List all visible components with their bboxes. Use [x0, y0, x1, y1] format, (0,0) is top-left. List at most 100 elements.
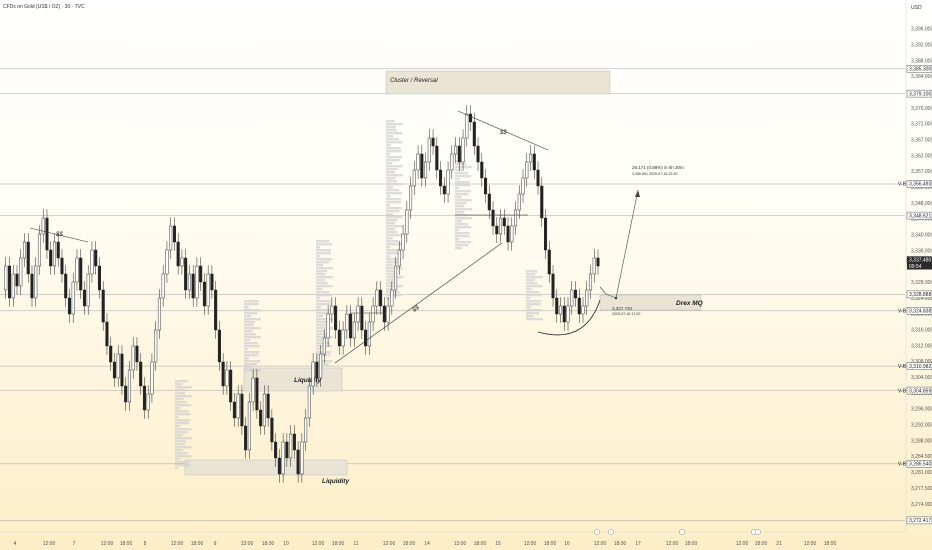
volume-profile-bar — [244, 354, 259, 357]
volume-profile-bar — [386, 192, 403, 195]
volume-profile-bar — [316, 267, 333, 270]
x-tick-label: 12:00 — [101, 541, 114, 547]
candle-body — [15, 273, 19, 287]
volume-profile-bar — [316, 297, 320, 300]
y-tick-label: 3,384.000 — [911, 74, 932, 80]
x-tick-label: 18:00 — [120, 541, 133, 547]
event-icon-2 — [608, 529, 614, 535]
volume-profile-bar — [244, 369, 261, 372]
candle-body — [592, 257, 596, 275]
y-tick-label: 3,336.000 — [911, 248, 932, 254]
candle-body — [97, 265, 101, 291]
candle-body — [521, 177, 525, 195]
x-tick-label: 12:00 — [383, 541, 396, 547]
volume-profile-bar — [526, 276, 543, 279]
candle-body — [82, 289, 86, 307]
candle-body — [262, 393, 266, 427]
volume-profile-bar — [175, 410, 189, 413]
liquidity-box-upper[interactable] — [243, 367, 343, 392]
trendline-left[interactable] — [29, 227, 89, 243]
volume-profile-bar — [316, 324, 326, 327]
volume-profile-bar — [175, 401, 188, 404]
price-tag-label: 3,310.982 — [909, 364, 931, 370]
volume-profile-bar — [316, 288, 323, 291]
price-axis[interactable]: 3,396.000 3,392.000 3,388.000 3,384.0003,38… — [911, 27, 932, 524]
volume-profile-bar — [455, 211, 465, 214]
reaction-arc[interactable] — [537, 299, 601, 336]
volume-profile-bar — [386, 204, 391, 207]
volume-profile-bar — [455, 226, 472, 229]
volume-profile-bar — [386, 135, 394, 138]
x-tick-label: 8 — [144, 541, 147, 547]
volume-profile-bar — [175, 380, 188, 383]
y-tick-label: 3,281.000 — [911, 470, 932, 476]
candle-body — [255, 377, 259, 411]
volume-profile-bar — [316, 273, 326, 276]
volume-profile-bar — [316, 357, 321, 360]
trendline-top[interactable] — [457, 110, 549, 151]
volume-profile-bar — [316, 321, 328, 324]
candle-body — [176, 241, 180, 267]
volume-profile-bar — [316, 258, 333, 261]
volume-profile-bar — [386, 255, 391, 258]
candle-body — [465, 113, 469, 139]
volume-profile-bar — [386, 240, 400, 243]
candle-body — [596, 257, 600, 267]
candle-body — [540, 185, 544, 219]
drex-mq-box[interactable] — [599, 294, 702, 311]
volume-profile-bar — [244, 312, 258, 315]
candlestick-series[interactable] — [4, 105, 600, 483]
x-tick-label: 12:00 — [43, 541, 56, 547]
candle-body — [311, 361, 315, 387]
volume-profile-bar — [386, 213, 393, 216]
candle-body — [101, 289, 105, 323]
volume-profile-bar — [386, 270, 398, 273]
event-markers[interactable] — [594, 529, 761, 535]
volume-profile-bar — [526, 294, 542, 297]
volume-profile-bar — [386, 132, 403, 135]
candle-body — [266, 393, 270, 419]
price-tag-label: 3,286.540 — [909, 462, 931, 468]
cluster-reversal-box[interactable] — [385, 70, 611, 95]
candle-body — [225, 369, 229, 387]
volume-profile-bar — [316, 270, 328, 273]
volume-profile-bar — [386, 228, 396, 231]
candle-body — [401, 233, 405, 251]
candle-body — [199, 265, 203, 283]
volume-profile-bar — [386, 243, 403, 246]
cluster-reversal-label: Cluster / Reversal — [390, 78, 438, 84]
volume-profile-bar — [386, 264, 394, 267]
liquidity-box-lower[interactable] — [184, 459, 348, 476]
volume-profile-bar — [244, 303, 259, 306]
x-tick-label: 12:00 — [666, 541, 679, 547]
volume-profile-bar — [386, 210, 400, 213]
candle-body — [191, 273, 195, 299]
volume-profile-bar — [526, 303, 541, 306]
volume-profile-bar — [386, 126, 396, 129]
candle-body — [330, 305, 334, 315]
volume-profile-bar — [455, 229, 460, 232]
volume-profile-bar — [316, 300, 332, 303]
candle-body — [139, 361, 143, 387]
price-tag-box — [906, 89, 932, 98]
volume-profile-bar — [455, 223, 469, 226]
price-tag-sub-label: 09:54 — [909, 264, 922, 270]
x-tick-label: 18:00 — [403, 541, 416, 547]
candle-body — [480, 161, 484, 179]
volume-profile-bar — [244, 321, 256, 324]
volume-profile-bar — [316, 285, 333, 288]
trendline-rising[interactable] — [334, 242, 503, 364]
candle-body — [22, 241, 27, 259]
volume-profile-bar — [455, 172, 469, 175]
candle-body — [495, 225, 499, 235]
projection-path[interactable] — [599, 189, 639, 299]
volume-profile-bar — [386, 147, 401, 150]
time-axis[interactable]: 4 12:00 7 12:00 18:00 8 12:00 18:00 9 12:00 18:00 1… — [14, 541, 837, 547]
candle-body — [45, 217, 49, 251]
volume-profile-bar — [175, 389, 186, 392]
candle-body — [109, 345, 113, 363]
volume-profile-bar — [455, 196, 462, 199]
candle-body — [292, 433, 296, 451]
